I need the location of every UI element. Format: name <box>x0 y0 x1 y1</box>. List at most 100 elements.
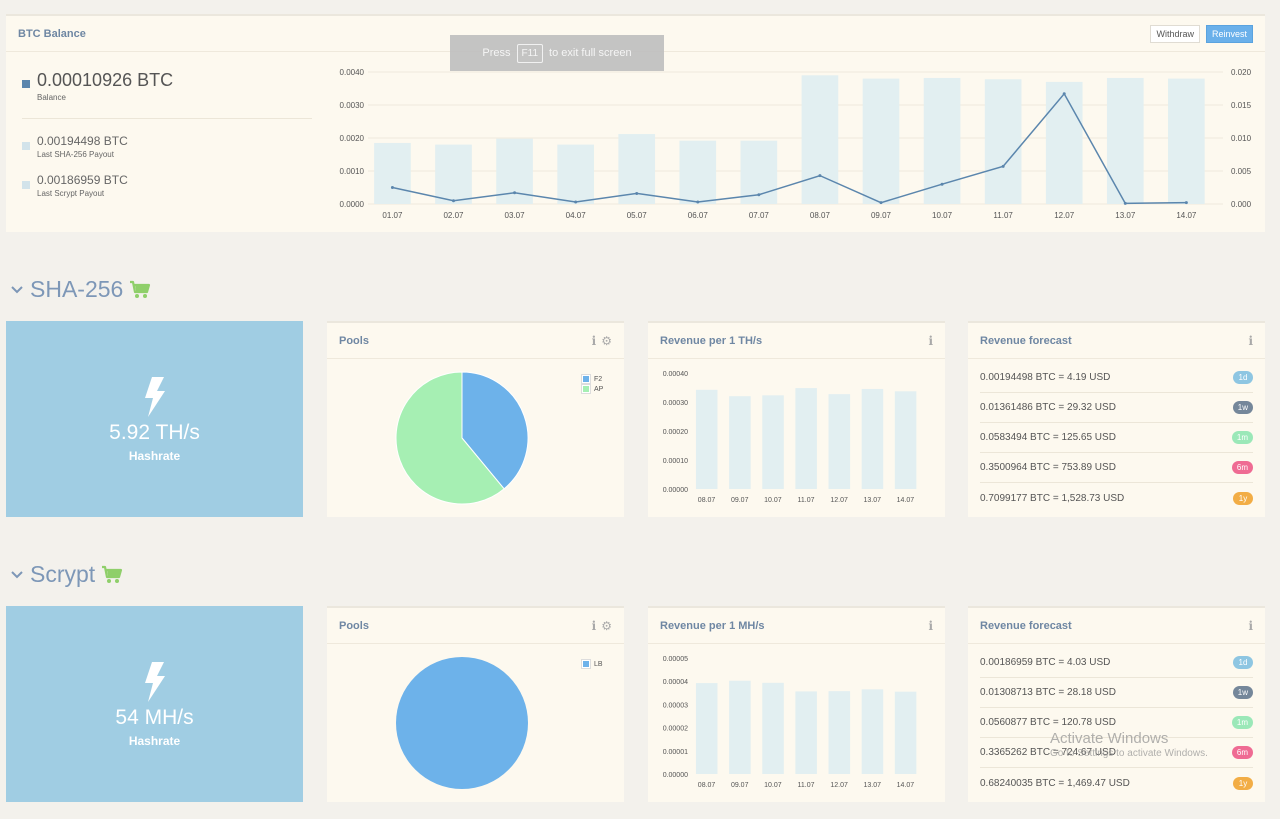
period-badge: 1d <box>1233 371 1253 384</box>
info-icon[interactable]: i <box>592 334 597 348</box>
x-tick: 13.07 <box>864 782 882 789</box>
bar <box>679 141 716 204</box>
chevron-down-icon[interactable] <box>10 568 24 582</box>
balance-actions: Withdraw Reinvest <box>1150 25 1253 43</box>
forecast-row: 0.00186959 BTC = 4.03 USD 1d <box>980 648 1253 678</box>
legend-item: LB <box>582 659 603 669</box>
sha-revenue-chart: 0.000000.000100.000200.000300.0004008.07… <box>648 363 945 513</box>
line-point <box>818 174 821 177</box>
bar <box>729 681 751 774</box>
y-tick: 0.00030 <box>663 400 688 407</box>
y-tick-left: 0.0000 <box>340 200 365 209</box>
forecast-value: 0.01361486 BTC = 29.32 USD <box>980 402 1116 413</box>
sha-revenue-title: Revenue per 1 TH/s <box>660 335 762 347</box>
reinvest-button[interactable]: Reinvest <box>1206 25 1253 43</box>
period-badge: 1d <box>1233 656 1253 669</box>
forecast-row: 0.68240035 BTC = 1,469.47 USD 1y <box>980 768 1253 798</box>
x-tick: 07.07 <box>749 211 770 220</box>
x-tick: 14.07 <box>897 497 915 504</box>
sha-forecast-header: Revenue forecast i <box>968 323 1265 359</box>
bar <box>795 691 817 774</box>
scrypt-payout-label: Last Scrypt Payout <box>37 189 104 198</box>
y-tick-right: 0.000 <box>1231 200 1252 209</box>
period-badge: 1w <box>1233 686 1253 699</box>
bar <box>985 79 1022 204</box>
line-point <box>513 191 516 194</box>
scrypt-pools-header: Pools i ⚙ <box>327 608 624 644</box>
info-icon[interactable]: i <box>592 619 597 633</box>
legend-label: F2 <box>594 376 602 383</box>
line-point <box>1063 92 1066 95</box>
info-icon[interactable]: i <box>1248 619 1253 633</box>
x-tick: 13.07 <box>1115 211 1136 220</box>
bar <box>863 79 900 204</box>
line-point <box>757 193 760 196</box>
x-tick: 03.07 <box>505 211 526 220</box>
y-tick: 0.00003 <box>663 702 688 709</box>
y-tick-left: 0.0040 <box>340 68 365 77</box>
scrypt-revenue-header: Revenue per 1 MH/s i <box>648 608 945 644</box>
bar <box>795 388 817 489</box>
x-tick: 10.07 <box>932 211 953 220</box>
bar <box>1046 82 1083 204</box>
y-tick: 0.00001 <box>663 749 688 756</box>
legend-swatch <box>582 375 590 383</box>
bar <box>762 683 784 774</box>
info-icon[interactable]: i <box>928 619 933 633</box>
legend-swatch <box>582 660 590 668</box>
x-tick: 14.07 <box>1176 211 1197 220</box>
line-point <box>1185 201 1188 204</box>
cart-icon[interactable] <box>129 280 151 300</box>
scrypt-forecast-header: Revenue forecast i <box>968 608 1265 644</box>
bar <box>729 396 751 489</box>
y-tick-right: 0.015 <box>1231 101 1252 110</box>
line-point <box>391 186 394 189</box>
y-tick: 0.00010 <box>663 458 688 465</box>
line-point <box>574 201 577 204</box>
period-badge: 1y <box>1233 492 1253 505</box>
withdraw-button[interactable]: Withdraw <box>1150 25 1200 43</box>
gear-icon[interactable]: ⚙ <box>601 334 612 348</box>
y-tick-left: 0.0020 <box>340 134 365 143</box>
x-tick: 08.07 <box>810 211 831 220</box>
x-tick: 06.07 <box>688 211 709 220</box>
sha-pools-legend: F2 AP <box>582 374 603 394</box>
cart-icon[interactable] <box>101 565 123 585</box>
bolt-icon <box>144 662 166 702</box>
fullscreen-toast: Press F11 to exit full screen <box>450 35 664 71</box>
period-badge: 1m <box>1232 716 1253 729</box>
sha-payout-label: Last SHA-256 Payout <box>37 150 114 159</box>
sha-forecast-card: Revenue forecast i 0.00194498 BTC = 4.19… <box>968 321 1265 517</box>
chevron-down-icon[interactable] <box>10 283 24 297</box>
bar <box>862 389 884 489</box>
balance-swatch <box>22 80 30 88</box>
bar <box>374 143 411 204</box>
gear-icon[interactable]: ⚙ <box>601 619 612 633</box>
bar <box>696 390 718 489</box>
x-tick: 08.07 <box>698 782 716 789</box>
sha-section-header[interactable]: SHA-256 <box>10 276 151 303</box>
bolt-icon <box>144 377 166 417</box>
info-icon[interactable]: i <box>928 334 933 348</box>
period-badge: 6m <box>1232 746 1253 759</box>
scrypt-pools-pie <box>387 648 537 798</box>
legend-swatch <box>582 385 590 393</box>
period-badge: 6m <box>1232 461 1253 474</box>
x-tick: 13.07 <box>864 497 882 504</box>
scrypt-pools-legend: LB <box>582 659 603 669</box>
bar <box>696 683 718 774</box>
scrypt-section-header[interactable]: Scrypt <box>10 561 123 588</box>
info-icon[interactable]: i <box>1248 334 1253 348</box>
scrypt-hashrate-value: 54 MH/s <box>6 706 303 730</box>
bar <box>557 145 594 204</box>
y-tick: 0.00040 <box>663 371 688 378</box>
forecast-row: 0.0583494 BTC = 125.65 USD 1m <box>980 423 1253 453</box>
y-tick-left: 0.0030 <box>340 101 365 110</box>
x-tick: 12.07 <box>830 497 848 504</box>
bar <box>829 691 851 774</box>
x-tick: 11.07 <box>993 211 1013 220</box>
x-tick: 04.07 <box>566 211 587 220</box>
scrypt-revenue-chart: 0.000000.000010.000020.000030.000040.000… <box>648 648 945 798</box>
bar <box>435 145 472 204</box>
sha-payout-value: 0.00194498 BTC <box>37 134 128 148</box>
